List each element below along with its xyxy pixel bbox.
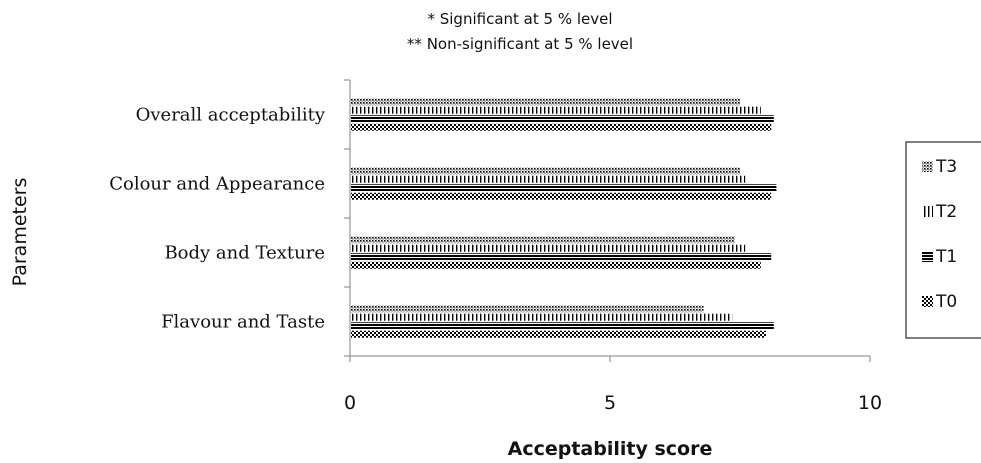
legend-label-t1: T1 bbox=[935, 247, 957, 267]
legend-swatch-t1 bbox=[922, 251, 933, 262]
legend-swatch-t3 bbox=[922, 161, 933, 172]
bar-t2-0 bbox=[351, 313, 733, 321]
x-tick-label: 0 bbox=[344, 392, 356, 414]
legend-label-t2: T2 bbox=[935, 202, 957, 222]
x-tick-label: 5 bbox=[604, 392, 616, 414]
footnote-non-significant: ** Non-significant at 5 % level bbox=[406, 35, 634, 53]
y-tick-label: Flavour and Taste bbox=[161, 312, 325, 333]
bar-t3-0 bbox=[351, 305, 704, 313]
legend-box bbox=[905, 141, 981, 339]
x-axis-title: Acceptability score bbox=[508, 438, 713, 460]
bar-t3-3 bbox=[351, 98, 740, 106]
bar-t0-0 bbox=[351, 330, 766, 338]
x-tick-label: 10 bbox=[858, 392, 882, 414]
bar-t3-1 bbox=[351, 236, 735, 244]
bar-t1-3 bbox=[351, 115, 774, 123]
legend-label-t3: T3 bbox=[935, 157, 957, 177]
bar-t1-2 bbox=[351, 184, 777, 192]
y-axis-title: Parameters bbox=[9, 178, 31, 287]
bar-t2-3 bbox=[351, 106, 761, 114]
bar-t0-1 bbox=[351, 261, 761, 269]
y-tick-labels-group: Flavour and Taste Body and Texture Colour … bbox=[109, 105, 326, 333]
bar-t3-2 bbox=[351, 167, 740, 175]
bar-t1-0 bbox=[351, 322, 774, 330]
bar-t1-1 bbox=[351, 253, 772, 261]
bar-t2-2 bbox=[351, 175, 746, 183]
x-tick-labels-group: 0 5 10 bbox=[344, 392, 882, 414]
y-tick-label: Body and Texture bbox=[164, 243, 325, 264]
bars-group bbox=[351, 98, 777, 338]
legend-swatch-t0 bbox=[922, 296, 933, 307]
y-tick-label: Colour and Appearance bbox=[109, 174, 325, 195]
legend-items-group: T3 T2 T1 T0 bbox=[922, 157, 957, 312]
legend-swatch-t2 bbox=[922, 206, 933, 217]
bar-t0-2 bbox=[351, 192, 772, 200]
footnote-significant: * Significant at 5 % level bbox=[427, 10, 613, 28]
x-ticks-group bbox=[349, 356, 871, 362]
legend-label-t0: T0 bbox=[935, 292, 957, 312]
legend: T3 T2 T1 T0 bbox=[905, 141, 981, 339]
bar-t2-1 bbox=[351, 244, 746, 252]
bar-t0-3 bbox=[351, 123, 772, 131]
y-tick-label: Overall acceptability bbox=[136, 105, 326, 126]
y-ticks-group bbox=[344, 79, 350, 357]
